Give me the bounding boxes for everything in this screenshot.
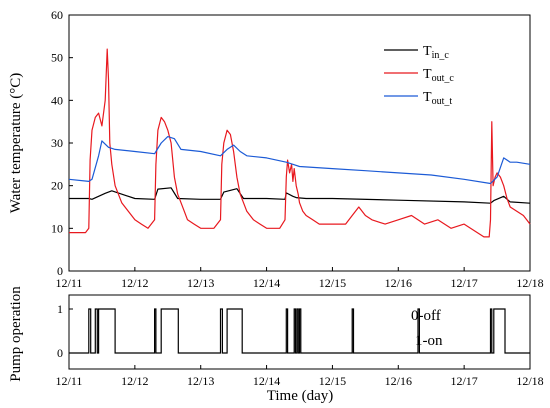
top-plot-frame — [68, 14, 531, 272]
top-y-tick-label: 60 — [51, 8, 63, 22]
top-x-tick-label: 12/15 — [319, 276, 346, 290]
pump-chart: 01 12/11 12/12 12/13 12/14 12/15 12/16 12/17 12… — [8, 286, 544, 404]
legend-label-out-t: Tout_t — [423, 90, 452, 107]
top-y-tick-label: 0 — [57, 264, 63, 278]
top-y-tick-label: 30 — [51, 136, 63, 150]
top-y-axis-title: Water temperature (°C) — [8, 73, 24, 214]
bottom-x-tick-label: 12/11 — [56, 374, 83, 388]
bottom-x-tick-label: 12/16 — [385, 374, 412, 388]
top-x-tick-label: 12/14 — [253, 276, 280, 290]
annotation-on: 1-on — [415, 333, 443, 349]
bottom-y-tick-label: 0 — [57, 346, 63, 360]
top-y-ticks: 0 10 20 30 40 50 60 — [51, 8, 73, 278]
top-y-tick-label: 50 — [51, 51, 63, 65]
bottom-y-tick-label: 1 — [57, 302, 63, 316]
bottom-x-ticks: 12/11 12/12 12/13 12/14 12/15 12/16 12/17 12/18 — [56, 365, 544, 388]
bottom-x-tick-label: 12/12 — [121, 374, 148, 388]
legend: Tin_c Tout_c Tout_t — [384, 44, 454, 107]
top-y-tick-label: 20 — [51, 179, 63, 193]
bottom-plot-frame — [68, 294, 531, 370]
bottom-x-tick-label: 12/14 — [253, 374, 280, 388]
series-t-out-c — [69, 48, 531, 238]
annotation-off: 0-off — [411, 308, 441, 324]
bottom-x-axis-title: Time (day) — [267, 388, 334, 404]
pump-series-line — [69, 308, 530, 354]
bottom-x-tick-label: 12/13 — [187, 374, 214, 388]
top-x-tick-label: 12/11 — [56, 276, 83, 290]
top-x-tick-label: 12/17 — [450, 276, 477, 290]
series-pump-operation — [69, 308, 530, 354]
top-x-tick-label: 12/16 — [385, 276, 412, 290]
bottom-y-ticks: 01 — [57, 302, 73, 360]
top-x-tick-label: 12/13 — [187, 276, 214, 290]
bottom-x-tick-label: 12/18 — [516, 374, 543, 388]
top-x-tick-label: 12/12 — [121, 276, 148, 290]
top-y-tick-label: 40 — [51, 93, 63, 107]
top-y-tick-label: 10 — [51, 221, 63, 235]
series-t-out-t — [68, 136, 531, 185]
legend-label-in-c: Tin_c — [423, 44, 449, 61]
bottom-y-axis-title: Pump operation — [8, 286, 24, 382]
series-t-in-c — [69, 187, 531, 204]
top-x-ticks: 12/11 12/12 12/13 12/14 12/15 12/16 12/17 12/18 — [56, 267, 544, 290]
legend-label-out-c: Tout_c — [423, 67, 454, 84]
top-series-lines — [68, 48, 531, 238]
top-x-tick-label: 12/18 — [516, 276, 543, 290]
bottom-x-tick-label: 12/17 — [450, 374, 477, 388]
bottom-x-tick-label: 12/15 — [319, 374, 346, 388]
